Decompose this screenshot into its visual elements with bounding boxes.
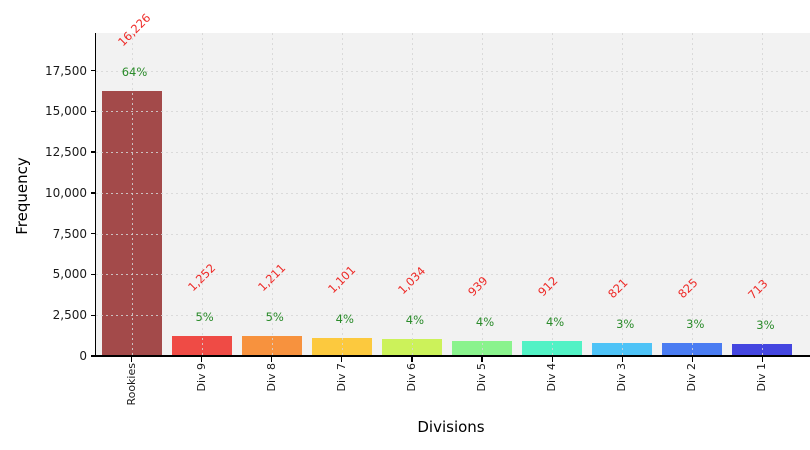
gridline-x-rookies: [131, 33, 133, 356]
x-tick-div-2: [691, 357, 693, 362]
y-tick-label-17500: 17,500: [45, 63, 87, 78]
y-tick-label-5000: 5,000: [52, 267, 87, 282]
gridline-x-div-3: [622, 33, 624, 356]
gridline-x-div-2: [692, 33, 694, 356]
gridline-x-div-1: [762, 33, 764, 356]
pct-label-div-5: 4%: [475, 314, 495, 329]
gridline-y-5000: [96, 274, 810, 276]
x-tick-label-div-2: Div 2: [685, 363, 699, 392]
gridline-x-div-9: [201, 33, 203, 356]
x-tick-div-8: [271, 357, 273, 362]
x-tick-rookies: [130, 357, 133, 362]
gridline-x-div-6: [411, 33, 413, 356]
gridline-x-div-4: [552, 33, 554, 356]
gridline-x-div-8: [271, 33, 273, 356]
pct-label-div-2: 3%: [686, 316, 705, 331]
y-tick-label-10000: 10,000: [45, 185, 87, 200]
plot-area: [96, 33, 810, 356]
x-tick-div-1: [761, 357, 764, 362]
y-tick-5000: [90, 273, 95, 276]
x-tick-label-rookies: Rookies: [124, 363, 138, 406]
pct-label-div-7: 4%: [335, 312, 354, 327]
gridline-y-12500: [96, 152, 810, 154]
x-tick-div-3: [621, 357, 623, 362]
gridline-y-17500: [96, 70, 810, 72]
y-tick-label-0: 0: [79, 349, 87, 363]
pct-label-div-6: 4%: [405, 313, 425, 328]
pct-label-div-9: 5%: [195, 309, 214, 324]
x-tick-label-div-6: Div 6: [404, 363, 418, 392]
x-tick-label-div-7: Div 7: [334, 363, 348, 392]
pct-label-div-3: 3%: [616, 316, 635, 331]
y-tick-2500: [90, 314, 95, 316]
x-tick-div-6: [411, 357, 413, 362]
y-tick-label-2500: 2,500: [52, 308, 87, 323]
gridline-y-7500: [96, 233, 810, 235]
x-tick-div-7: [341, 357, 343, 362]
x-tick-label-div-1: Div 1: [755, 363, 769, 392]
y-axis-spine: [95, 33, 97, 357]
x-tick-label-div-4: Div 4: [545, 363, 559, 392]
y-tick-12500: [90, 151, 95, 153]
y-tick-label-15000: 15,000: [45, 104, 87, 119]
x-tick-label-div-9: Div 9: [194, 363, 208, 392]
x-tick-label-div-8: Div 8: [264, 363, 278, 392]
x-tick-div-4: [551, 357, 553, 362]
y-axis-title: Frequency: [13, 157, 31, 235]
x-tick-div-9: [201, 357, 203, 362]
y-tick-label-12500: 12,500: [45, 145, 87, 160]
pct-label-div-1: 3%: [756, 318, 775, 333]
gridline-y-15000: [96, 111, 810, 113]
y-tick-10000: [90, 192, 95, 194]
gridline-x-div-5: [482, 33, 483, 356]
pct-label-div-8: 5%: [265, 310, 284, 325]
y-tick-7500: [90, 233, 95, 235]
x-axis-spine: [95, 355, 810, 358]
y-tick-17500: [90, 69, 95, 72]
x-axis-title: Divisions: [417, 418, 485, 436]
x-tick-label-div-3: Div 3: [615, 363, 629, 392]
x-tick-div-5: [481, 357, 483, 362]
gridline-x-div-7: [341, 33, 343, 356]
gridline-y-10000: [96, 192, 810, 194]
y-tick-0: [90, 355, 95, 357]
pct-label-rookies: 64%: [121, 65, 148, 80]
y-tick-label-7500: 7,500: [52, 226, 87, 241]
y-tick-15000: [90, 110, 95, 112]
pct-label-div-4: 4%: [545, 315, 565, 330]
x-tick-label-div-5: Div 5: [475, 363, 488, 392]
gridline-y-2500: [96, 315, 810, 317]
